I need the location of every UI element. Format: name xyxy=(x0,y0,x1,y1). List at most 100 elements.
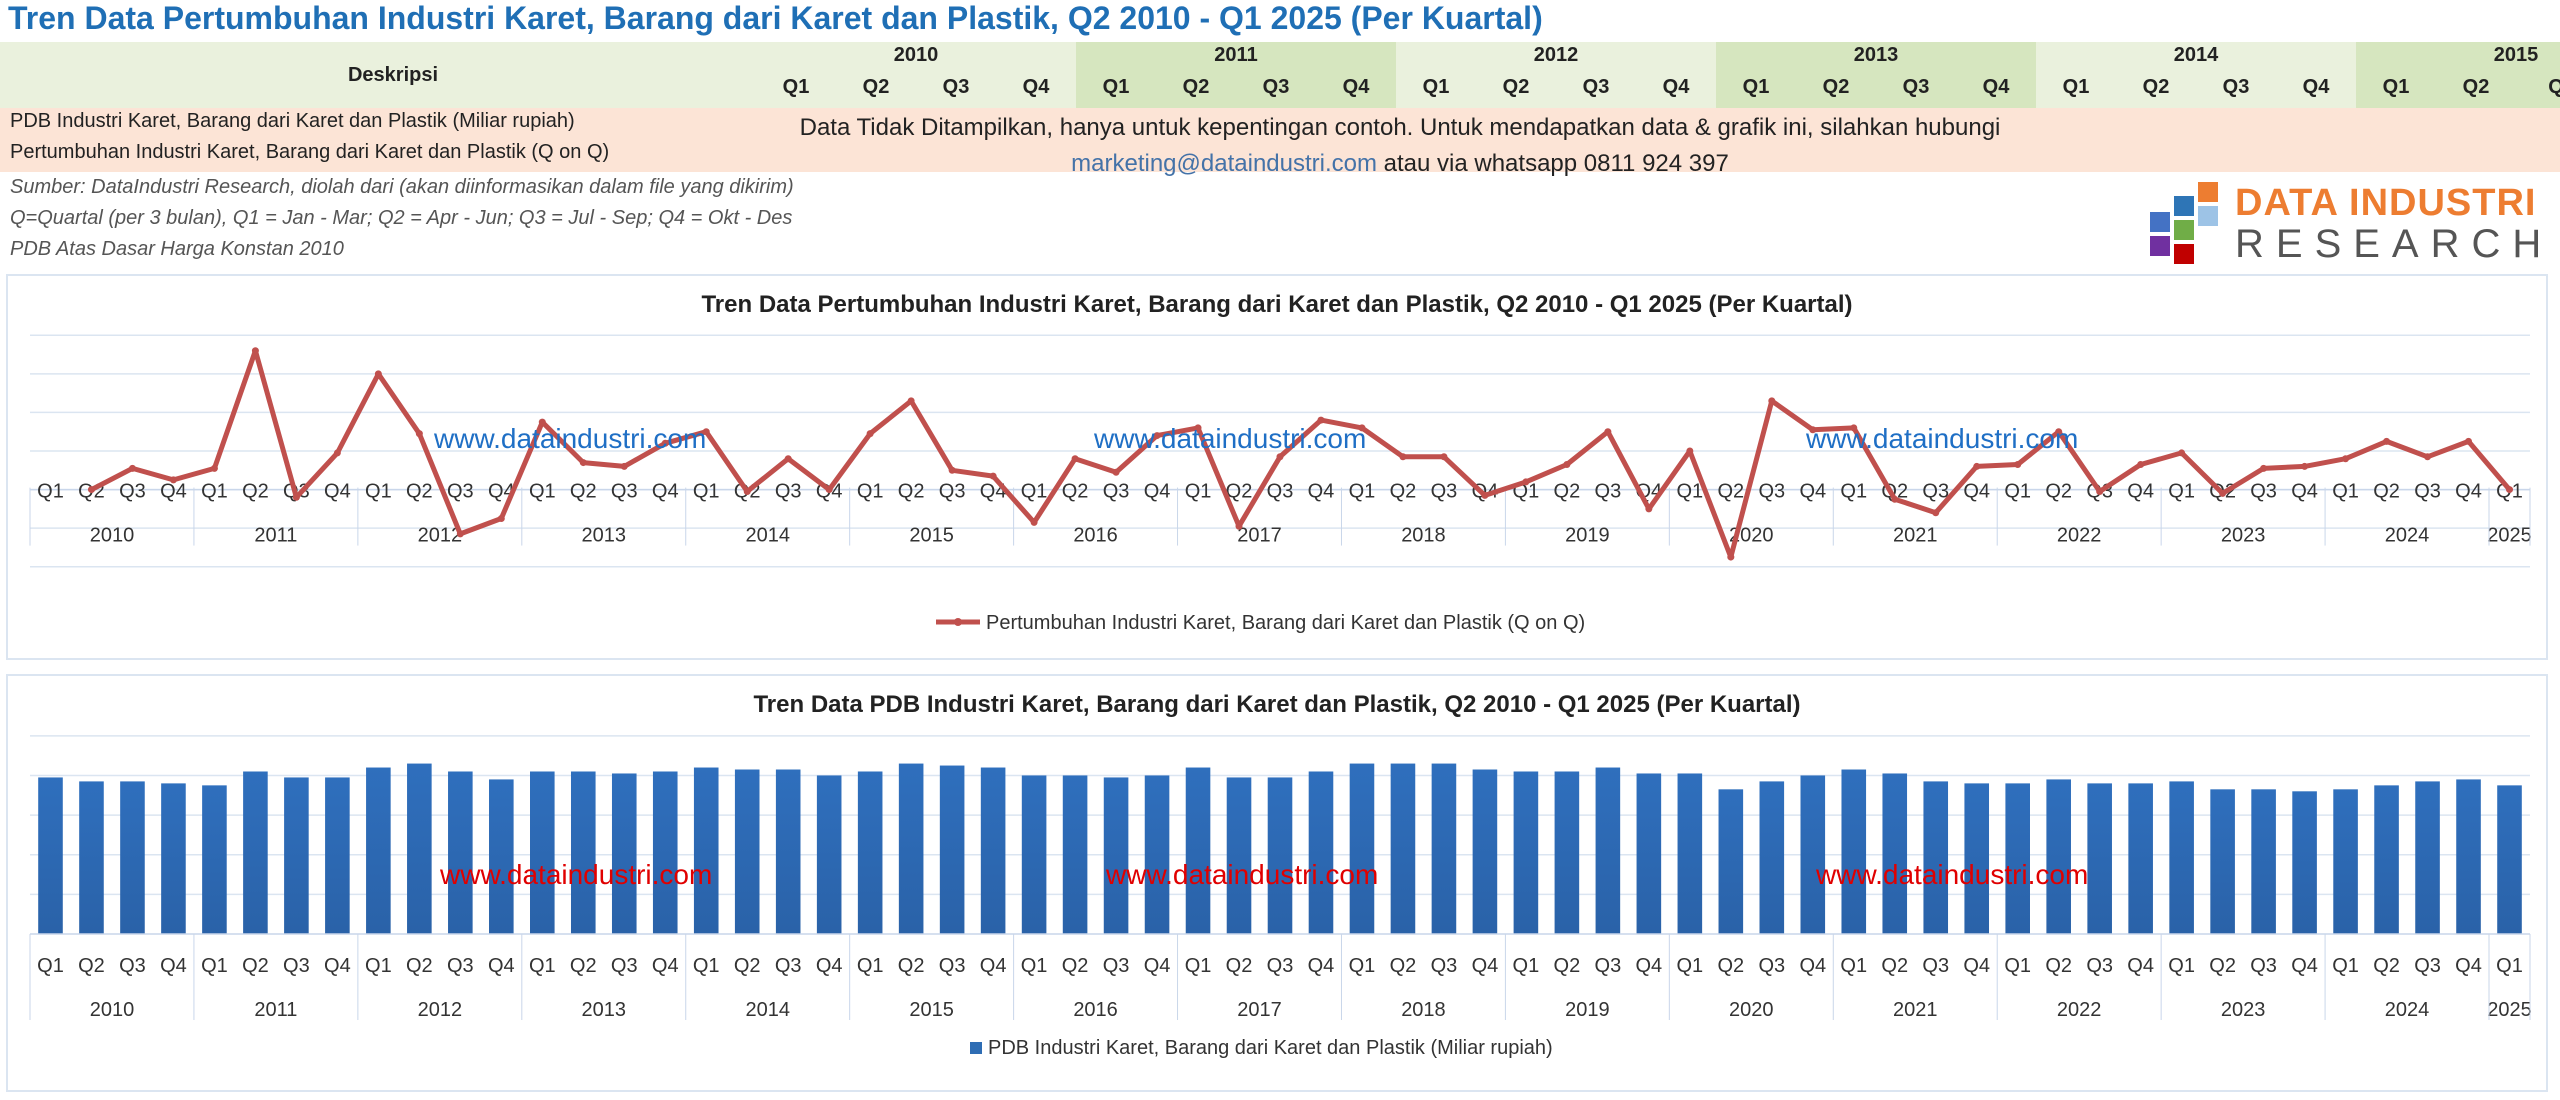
x-tick-label: Q2 xyxy=(570,955,597,977)
x-year-label: 2019 xyxy=(1565,525,1610,547)
x-tick-label: Q4 xyxy=(1144,955,1171,977)
data-point xyxy=(620,462,628,470)
x-tick-label: Q3 xyxy=(283,955,310,977)
x-tick-label: Q3 xyxy=(447,955,474,977)
x-tick-label: Q1 xyxy=(1840,955,1867,977)
x-year-label: 2018 xyxy=(1401,525,1446,547)
year-block-2011: 2011 Q1 Q2 Q3 Q4 xyxy=(1076,42,1396,108)
x-tick-label: Q2 xyxy=(1881,955,1908,977)
year-header: 2012 xyxy=(1533,44,1579,66)
year-block-2012: 2012 Q1 Q2 Q3 Q4 xyxy=(1396,42,1716,108)
x-tick-label: Q2 xyxy=(242,481,269,503)
quarter-header: Q4 xyxy=(1662,76,1690,98)
data-point xyxy=(374,370,382,378)
x-year-label: 2022 xyxy=(2057,999,2102,1021)
legend-marker xyxy=(954,618,962,626)
x-tick-label: Q2 xyxy=(2373,481,2400,503)
x-tick-label: Q2 xyxy=(1390,955,1417,977)
x-tick-label: Q3 xyxy=(1431,955,1458,977)
x-tick-label: Q2 xyxy=(1717,955,1744,977)
x-tick-label: Q1 xyxy=(693,955,720,977)
bar xyxy=(1267,777,1293,934)
notice-email-link[interactable]: marketing@dataindustri.com xyxy=(1071,150,1377,177)
x-tick-label: Q4 xyxy=(1963,481,1990,503)
bar xyxy=(1718,789,1744,934)
x-tick-label: Q1 xyxy=(365,481,392,503)
x-tick-label: Q2 xyxy=(406,481,433,503)
x-tick-label: Q1 xyxy=(2332,481,2359,503)
x-tick-label: Q2 xyxy=(1717,481,1744,503)
bar xyxy=(2292,791,2317,934)
logo-mosaic-icon xyxy=(2150,182,2218,264)
bar xyxy=(611,773,637,934)
data-point xyxy=(989,472,997,480)
data-point xyxy=(1727,553,1735,561)
data-point xyxy=(1276,453,1284,461)
x-tick-label: Q1 xyxy=(2332,955,2359,977)
x-tick-label: Q1 xyxy=(1676,481,1703,503)
x-year-label: 2011 xyxy=(254,525,297,547)
bar xyxy=(1923,781,1949,934)
quarter-header: Q3 xyxy=(942,76,970,98)
data-point xyxy=(497,515,505,522)
data-point xyxy=(2383,437,2391,445)
data-point xyxy=(1317,416,1325,424)
data-point xyxy=(1153,432,1161,440)
x-tick-label: Q1 xyxy=(857,955,884,977)
bar xyxy=(1636,773,1662,934)
x-year-label: 2025 xyxy=(2487,999,2532,1021)
x-tick-label: Q2 xyxy=(2209,955,2236,977)
x-tick-label: Q2 xyxy=(898,955,925,977)
watermark-wm-3: www.dataindustri.com xyxy=(1805,423,2078,454)
x-tick-label: Q1 xyxy=(693,481,720,503)
x-tick-label: Q1 xyxy=(1185,481,1212,503)
year-header: 2013 xyxy=(1853,44,1899,66)
x-tick-label: Q3 xyxy=(447,481,474,503)
x-tick-label: Q1 xyxy=(201,481,228,503)
notice-contact: marketing@dataindustri.com atau via what… xyxy=(700,150,2100,178)
data-point xyxy=(1440,453,1448,461)
quarter-header: Q1 xyxy=(782,76,810,98)
data-point xyxy=(1563,461,1571,468)
year-block-2013: 2013 Q1 Q2 Q3 Q4 xyxy=(1716,42,2036,108)
x-tick-label: Q3 xyxy=(1922,481,1949,503)
quarter-note: Q=Quartal (per 3 bulan), Q1 = Jan - Mar;… xyxy=(10,207,793,229)
x-tick-label: Q2 xyxy=(406,955,433,977)
legend-swatch xyxy=(970,1042,982,1054)
x-tick-label: Q3 xyxy=(2414,481,2441,503)
year-header: 2014 xyxy=(2173,44,2219,66)
bar xyxy=(652,771,678,934)
x-year-label: 2016 xyxy=(1073,999,1118,1021)
data-point xyxy=(1891,495,1899,503)
bar xyxy=(1595,767,1621,934)
x-tick-label: Q1 xyxy=(1021,955,1048,977)
x-tick-label: Q4 xyxy=(160,481,187,503)
data-point xyxy=(866,430,874,438)
bar xyxy=(161,783,186,934)
data-point xyxy=(1030,518,1038,526)
row-label-growth: Pertumbuhan Industri Karet, Barang dari … xyxy=(10,141,610,163)
data-point xyxy=(456,530,464,538)
quarter-header: Q2 xyxy=(1182,76,1210,98)
x-tick-label: Q4 xyxy=(160,955,187,977)
x-year-label: 2015 xyxy=(909,999,954,1021)
data-point xyxy=(2137,461,2145,468)
quarter-header: Q4 xyxy=(1342,76,1370,98)
x-year-label: 2025 xyxy=(2487,525,2532,547)
x-tick-label: Q2 xyxy=(242,955,269,977)
bar xyxy=(570,771,596,934)
year-block-2015: 2015 Q1 Q2 Q xyxy=(2356,42,2560,108)
x-year-label: 2012 xyxy=(418,525,463,547)
quarter-header: Q2 xyxy=(2142,76,2170,98)
data-point xyxy=(1932,509,1940,517)
x-tick-label: Q2 xyxy=(2373,955,2400,977)
x-tick-label: Q3 xyxy=(1595,481,1622,503)
x-tick-label: Q2 xyxy=(1554,481,1581,503)
x-tick-label: Q4 xyxy=(1308,481,1335,503)
x-tick-label: Q4 xyxy=(2455,955,2482,977)
x-tick-label: Q4 xyxy=(2127,955,2154,977)
x-year-label: 2017 xyxy=(1237,999,1282,1021)
bar xyxy=(2128,783,2153,934)
x-year-label: 2021 xyxy=(1893,525,1938,547)
quarter-header: Q3 xyxy=(1902,76,1930,98)
